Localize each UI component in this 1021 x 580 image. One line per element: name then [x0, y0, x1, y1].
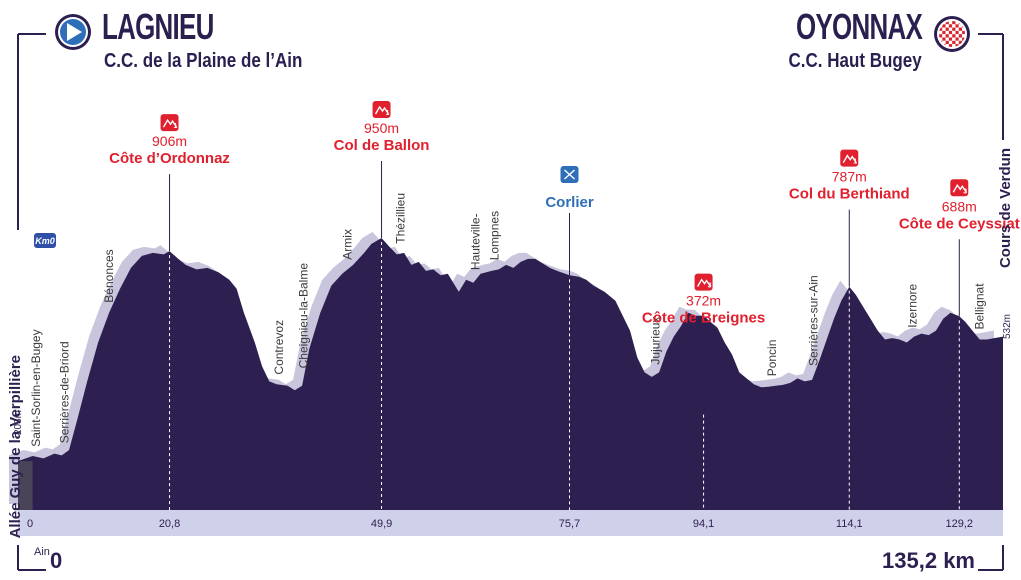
town-label: Bénonces: [102, 249, 116, 302]
distance-tick-label: 75,7: [559, 518, 580, 530]
finish-city: OYONNAX: [795, 6, 923, 47]
town-label: Izernore: [906, 283, 920, 327]
town-label: Cheignieu-la-Balme: [297, 263, 311, 369]
climb-category: 1: [174, 123, 178, 130]
finish-street: Cours de Verdun: [997, 148, 1014, 268]
climb-category-icon: 1: [840, 149, 859, 167]
profile-area: [18, 238, 1003, 510]
finish-club: C.C. Haut Bugey: [788, 50, 922, 72]
town-label: Poncin: [765, 340, 779, 377]
climb-category: 3: [708, 283, 712, 290]
distance-band: [18, 510, 1003, 536]
start-arrow-icon: [55, 14, 91, 50]
climb-category-icon: 1: [372, 101, 391, 118]
climb-name: Côte de Breignes: [642, 310, 765, 327]
distance-tick-label: 114,1: [836, 518, 863, 530]
distance-tick-label: 94,1: [693, 518, 714, 530]
km0-label: Km0: [35, 236, 55, 246]
climb-category: 1: [386, 110, 390, 117]
distance-tick-label: 49,9: [371, 518, 392, 530]
climb-category: 1: [853, 159, 857, 166]
sprint-icon: [560, 166, 579, 183]
town-label: Contrevoz: [272, 320, 286, 375]
finish-distance: 135,2 km: [882, 548, 975, 573]
climb-name: Côte d’Ordonnaz: [109, 150, 230, 167]
start-distance: 0: [50, 548, 62, 573]
climb-category-icon: 3: [950, 179, 969, 197]
town-label: Saint-Sorlin-en-Bugey: [29, 329, 43, 446]
climb-name: Côte de Ceyssiat: [899, 215, 1020, 232]
climb-altitude: 787m: [832, 169, 867, 185]
town-label: Jujurieux: [649, 317, 663, 365]
start-altitude: 203m: [13, 410, 24, 435]
climb-altitude: 906m: [152, 133, 187, 149]
town-label: Lompnes: [488, 211, 502, 260]
climb-altitude: 688m: [942, 198, 977, 214]
town-label: Bellignat: [973, 283, 987, 330]
climb-altitude: 372m: [686, 293, 721, 309]
town-label: Serrières-sur-Ain: [807, 275, 821, 366]
start-dept: Ain: [34, 546, 50, 558]
town-label: Armix: [340, 229, 354, 260]
start-city: LAGNIEU: [102, 6, 214, 47]
finish-flag-icon: [934, 16, 970, 52]
climb-altitude: 950m: [364, 120, 399, 136]
km0-badge-icon: Km0: [34, 233, 56, 248]
town-label: Serrières-de-Briord: [58, 341, 72, 443]
climb-name: Col de Ballon: [334, 137, 430, 154]
climb-name: Col du Berthiand: [789, 186, 910, 203]
distance-tick-label: 0: [27, 518, 33, 530]
climb-category-icon: 3: [694, 273, 713, 291]
finish-altitude: 532m: [1002, 314, 1013, 339]
distance-tick-label: 129,2: [946, 518, 974, 530]
sprint-name: Corlier: [545, 194, 594, 211]
start-tint: [18, 461, 33, 510]
town-label: Thézillieu: [394, 193, 408, 244]
climb-category-icon: 1: [160, 114, 179, 132]
climb-category: 3: [963, 188, 967, 195]
distance-tick-label: 20,8: [159, 518, 180, 530]
town-label: Hauteville-: [469, 213, 483, 270]
start-club: C.C. de la Plaine de l’Ain: [104, 50, 303, 72]
start-street: Allée Guy de la Verpillière: [7, 355, 24, 538]
